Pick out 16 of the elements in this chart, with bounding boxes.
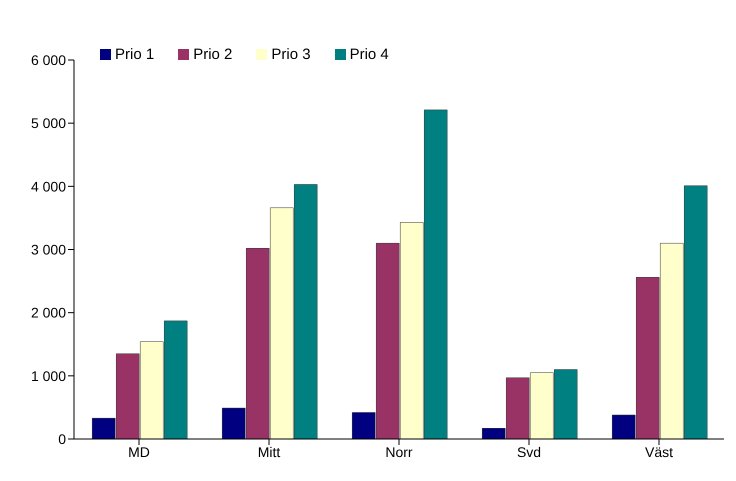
- x-tick-label: Svd: [516, 444, 542, 460]
- legend-label: Prio 2: [193, 46, 232, 63]
- x-tick-label: Mitt: [258, 444, 280, 460]
- legend-label: Prio 3: [271, 46, 311, 63]
- x-tick-label: Norr: [385, 444, 413, 460]
- y-tick-label: 2 000: [30, 304, 66, 321]
- y-tick-label: 0: [58, 430, 66, 447]
- legend-label: Prio 1: [115, 46, 154, 63]
- y-tick-label: 3 000: [30, 241, 66, 258]
- y-tick-label: 6 000: [30, 52, 66, 68]
- y-tick-label: 4 000: [30, 178, 66, 194]
- legend-label: Prio 4: [350, 46, 389, 63]
- x-tick-label: Väst: [644, 444, 674, 460]
- x-tick-label: MD: [128, 444, 150, 460]
- y-tick-label: 1 000: [30, 368, 66, 384]
- y-tick-label: 5 000: [30, 115, 66, 132]
